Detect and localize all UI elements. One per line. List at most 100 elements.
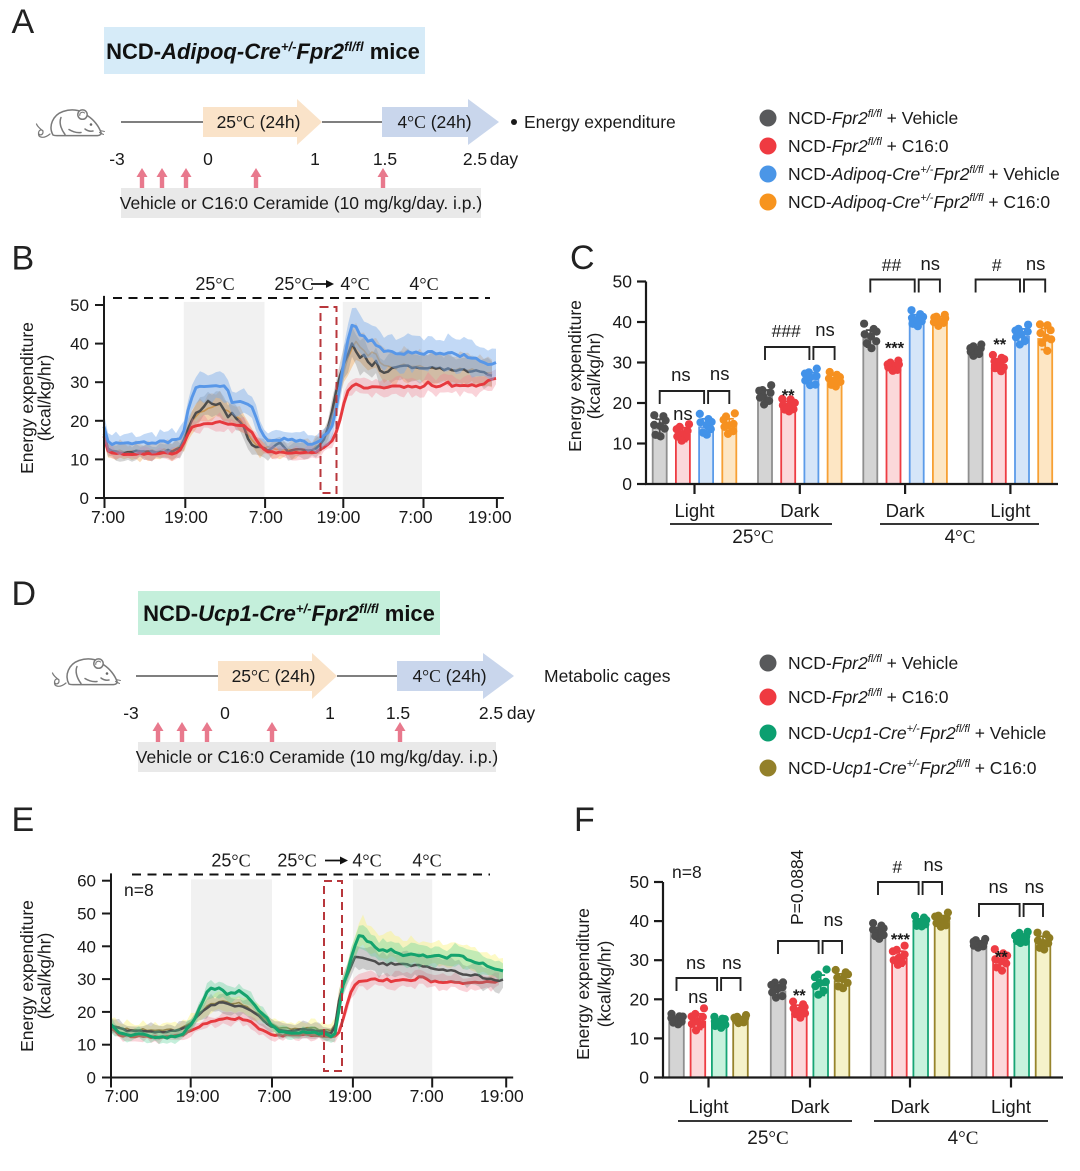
svg-text:F: F <box>574 801 595 839</box>
svg-text:*: * <box>885 339 892 357</box>
svg-text:ns: ns <box>1025 876 1045 897</box>
svg-text:NCD-Fpr2fl/fl + C16:0: NCD-Fpr2fl/fl + C16:0 <box>788 136 949 156</box>
svg-text:ns: ns <box>673 403 693 424</box>
svg-text:Light: Light <box>990 500 1030 521</box>
svg-text:4°C: 4°C <box>352 851 381 871</box>
svg-text:4°C: 4°C <box>948 1128 979 1149</box>
svg-text:NCD-Ucp1-Cre+/-Fpr2fl/fl + C16: NCD-Ucp1-Cre+/-Fpr2fl/fl + C16:0 <box>788 758 1037 778</box>
svg-text:##: ## <box>882 255 902 275</box>
svg-text:0: 0 <box>203 149 213 169</box>
svg-text:*: * <box>995 948 1002 966</box>
svg-text:#: # <box>892 857 902 877</box>
svg-text:60: 60 <box>77 872 96 891</box>
svg-text:40: 40 <box>70 335 89 354</box>
svg-text:###: ### <box>772 321 801 341</box>
svg-text:C: C <box>570 239 595 277</box>
svg-text:ns: ns <box>824 909 844 930</box>
svg-text:Dark: Dark <box>886 500 926 521</box>
svg-text:ns: ns <box>722 952 742 973</box>
svg-text:1.5: 1.5 <box>373 149 397 169</box>
svg-text:day: day <box>507 703 535 723</box>
svg-text:-3: -3 <box>109 149 125 169</box>
svg-text:*: * <box>903 931 910 949</box>
svg-text:7:00: 7:00 <box>399 507 433 527</box>
svg-text:*: * <box>898 339 905 357</box>
svg-text:ns: ns <box>686 952 706 973</box>
svg-text:Energy expenditure: Energy expenditure <box>17 900 37 1052</box>
svg-text:7:00: 7:00 <box>105 1086 139 1106</box>
svg-text:Dark: Dark <box>790 1096 830 1117</box>
svg-text:50: 50 <box>77 905 96 924</box>
svg-text:30: 30 <box>630 950 650 970</box>
svg-text:25°C: 25°C <box>195 274 234 294</box>
svg-text:ns: ns <box>815 319 835 340</box>
svg-text:Dark: Dark <box>780 500 820 521</box>
svg-text:*: * <box>993 336 1000 354</box>
svg-text:25°C: 25°C <box>747 1128 788 1149</box>
svg-text:A: A <box>12 3 35 41</box>
svg-text:25°C (24h): 25°C (24h) <box>232 666 316 686</box>
svg-text:0: 0 <box>80 489 89 508</box>
svg-text:Light: Light <box>674 500 714 521</box>
svg-text:4°C (24h): 4°C (24h) <box>397 112 471 132</box>
svg-text:19:00: 19:00 <box>317 507 361 527</box>
svg-text:1: 1 <box>325 703 335 723</box>
svg-text:-3: -3 <box>123 703 139 723</box>
svg-text:E: E <box>12 801 35 839</box>
svg-text:30: 30 <box>77 970 96 989</box>
svg-text:*: * <box>793 987 800 1005</box>
svg-text:25°C: 25°C <box>732 527 773 548</box>
svg-text:19:00: 19:00 <box>468 507 512 527</box>
svg-text:10: 10 <box>630 1028 650 1048</box>
svg-text:20: 20 <box>70 412 89 431</box>
svg-text:25°C: 25°C <box>274 274 313 294</box>
svg-text:ns: ns <box>989 876 1009 897</box>
svg-text:1.5: 1.5 <box>386 703 410 723</box>
svg-text:Metabolic cages: Metabolic cages <box>544 666 671 686</box>
svg-text:25°C (24h): 25°C (24h) <box>217 112 301 132</box>
svg-text:19:00: 19:00 <box>328 1086 372 1106</box>
svg-text:10: 10 <box>77 1036 96 1055</box>
svg-text:4°C (24h): 4°C (24h) <box>412 666 486 686</box>
svg-text:40: 40 <box>613 312 633 332</box>
svg-text:*: * <box>891 931 898 949</box>
svg-text:Vehicle or C16:0 Ceramide (10: Vehicle or C16:0 Ceramide (10 mg/kg/day.… <box>120 193 482 213</box>
svg-text:Dark: Dark <box>890 1096 930 1117</box>
svg-text:P=0.0884: P=0.0884 <box>787 849 807 925</box>
svg-text:ns: ns <box>921 253 941 274</box>
svg-text:(kcal/kg/hr): (kcal/kg/hr) <box>35 933 55 1020</box>
svg-text:*: * <box>1000 336 1007 354</box>
svg-text:30: 30 <box>613 353 633 373</box>
svg-text:D: D <box>12 575 37 613</box>
svg-text:Light: Light <box>688 1096 728 1117</box>
svg-text:day: day <box>490 149 518 169</box>
svg-text:B: B <box>12 240 35 278</box>
svg-text:40: 40 <box>630 911 650 931</box>
svg-text:*: * <box>891 339 898 357</box>
svg-text:2.5: 2.5 <box>463 149 487 169</box>
svg-text:4°C: 4°C <box>945 527 976 548</box>
svg-text:NCD-Ucp1-Cre+/-Fpr2fl/fl mice: NCD-Ucp1-Cre+/-Fpr2fl/fl mice <box>143 601 435 626</box>
svg-text:10: 10 <box>70 450 89 469</box>
svg-text:Energy expenditure: Energy expenditure <box>565 300 585 452</box>
svg-text:20: 20 <box>77 1003 96 1022</box>
svg-text:0: 0 <box>87 1069 96 1088</box>
svg-text:Energy expenditure: Energy expenditure <box>573 908 593 1060</box>
svg-text:2.5: 2.5 <box>479 703 503 723</box>
svg-text:(kcal/kg/hr): (kcal/kg/hr) <box>35 355 55 442</box>
svg-text:25°C: 25°C <box>277 851 316 871</box>
svg-text:50: 50 <box>70 296 89 315</box>
svg-text:Energy expenditure: Energy expenditure <box>17 322 37 474</box>
svg-text:n=8: n=8 <box>672 862 702 882</box>
svg-text:ns: ns <box>1026 253 1046 274</box>
svg-text:4°C: 4°C <box>340 274 369 294</box>
svg-text:4°C: 4°C <box>409 274 438 294</box>
svg-text:ns: ns <box>671 364 691 385</box>
svg-text:25°C: 25°C <box>211 851 250 871</box>
svg-text:ns: ns <box>924 854 944 875</box>
svg-text:(kcal/kg/hr): (kcal/kg/hr) <box>595 941 615 1028</box>
svg-text:10: 10 <box>613 434 633 454</box>
svg-text:50: 50 <box>630 872 650 892</box>
svg-text:NCD-Adipoq-Cre+/-Fpr2fl/fl mic: NCD-Adipoq-Cre+/-Fpr2fl/fl mice <box>106 39 420 64</box>
svg-text:#: # <box>992 255 1002 275</box>
